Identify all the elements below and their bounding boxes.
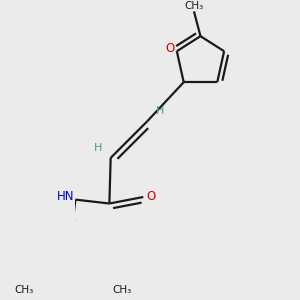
Text: H: H [94,143,102,153]
Text: HN: HN [57,190,74,203]
Text: CH₃: CH₃ [15,285,34,295]
Text: CH₃: CH₃ [112,285,131,295]
Text: O: O [166,42,175,55]
Text: H: H [155,106,164,116]
Text: CH₃: CH₃ [184,1,204,10]
Text: O: O [146,190,155,203]
